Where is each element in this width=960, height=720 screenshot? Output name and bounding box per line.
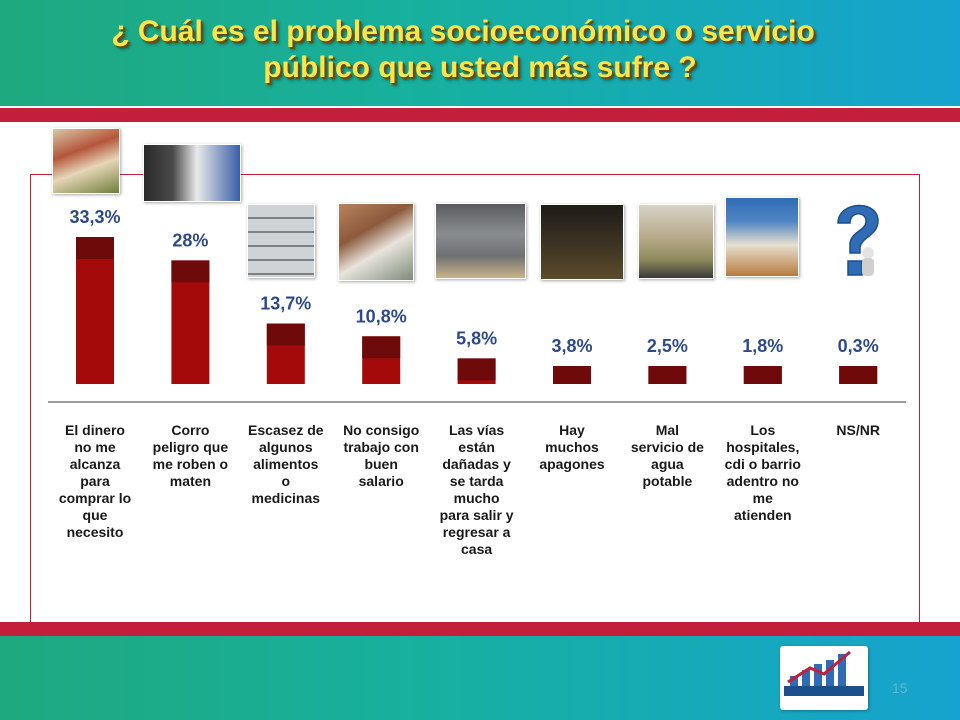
category-label-line: NS/NR (836, 422, 880, 438)
title-line-2: público que usted más sufre ? (263, 51, 697, 84)
bar-9 (839, 366, 878, 384)
category-label-line: que (82, 507, 108, 523)
value-label: 13,7% (260, 294, 311, 314)
bar-1 (76, 237, 114, 384)
category-label-line: para (80, 473, 110, 489)
photo-supermarket (52, 128, 120, 194)
header-red-stripe (0, 106, 960, 122)
bar-cap (553, 366, 591, 384)
bar-cap (648, 366, 687, 384)
bar-5 (457, 358, 496, 384)
category-label-line: salario (358, 473, 404, 489)
company-logo (780, 646, 868, 710)
bar-cap (457, 358, 496, 381)
category-label-line: alcanza (69, 456, 121, 472)
photo-damaged-road (435, 203, 526, 279)
value-label: 28% (172, 230, 208, 250)
category-label-line: necesito (66, 524, 124, 540)
bar-2 (171, 260, 210, 384)
category-label-line: me roben o (152, 456, 229, 472)
photo-hospital (725, 197, 799, 277)
photo-water (638, 204, 714, 279)
bar-cap (839, 366, 878, 384)
category-label-line: Mal (655, 422, 680, 438)
category-label-line: cdi o barrio (724, 456, 801, 472)
category-label-line: Escasez de (248, 422, 324, 438)
category-label-line: apagones (539, 456, 605, 472)
value-label: 0,3% (838, 336, 879, 356)
category-label-line: comprar lo (58, 490, 132, 506)
category-label-line: no me (74, 439, 116, 455)
category-label-line: No consigo (343, 422, 420, 438)
category-label-line: atienden (734, 507, 792, 523)
value-label: 33,3% (69, 207, 120, 227)
category-label: Mal servicio de agua potable (622, 422, 712, 490)
page-title: ¿ Cuál es el problema socioeconómico o s… (0, 14, 960, 86)
category-label: Escasez de algunos alimentos o medicinas (241, 422, 331, 507)
bar-body (76, 237, 114, 384)
value-label: 3,8% (551, 336, 592, 356)
bar-cap (362, 336, 401, 359)
category-label-line: hospitales, (726, 439, 800, 455)
photo-empty-shelves (247, 204, 315, 278)
bar-4 (362, 336, 401, 384)
category-label-line: El dinero (65, 422, 125, 438)
bar-cap (171, 260, 210, 283)
category-label-line: o (281, 473, 291, 489)
category-label: Los hospitales, cdi o barrio adentro no me at… (718, 422, 808, 524)
category-label: Hay muchos apagones (527, 422, 617, 473)
value-label: 10,8% (356, 306, 407, 326)
category-label-line: están (458, 439, 495, 455)
category-label: El dinero no me alcanza para comprar lo que ne… (50, 422, 140, 541)
bar-7 (648, 366, 687, 384)
value-label: 2,5% (647, 336, 688, 356)
bar-8 (743, 366, 782, 384)
category-label-line: muchos (545, 439, 599, 455)
category-label-line: se tarda (449, 473, 504, 489)
category-label-line: regresar a (442, 524, 511, 540)
category-label: No consigo trabajo con buen salario (336, 422, 426, 490)
category-label-line: me (752, 490, 773, 506)
page-number: 15 (892, 680, 908, 696)
category-label: Corro peligro que me roben o maten (145, 422, 235, 490)
category-label: Las vías están dañadas y se tarda mucho para … (432, 422, 522, 558)
category-label-line: maten (169, 473, 211, 489)
category-label-line: algunos (258, 439, 313, 455)
category-label-line: Corro (171, 422, 210, 438)
category-label-line: agua (651, 456, 684, 472)
category-label-line: alimentos (253, 456, 319, 472)
photo-robbery (143, 144, 241, 202)
bar-cap (266, 323, 305, 346)
value-label: 5,8% (456, 328, 497, 348)
category-label-line: Hay (559, 422, 585, 438)
category-label-line: dañadas y (442, 456, 511, 472)
photo-job-search (338, 203, 414, 281)
category-label-line: Las vías (448, 422, 505, 438)
category-label-line: medicinas (251, 490, 321, 506)
logo-mark (784, 650, 864, 696)
bar-6 (553, 366, 591, 384)
category-label-line: peligro que (152, 439, 229, 455)
category-label-line: casa (461, 541, 493, 557)
photo-question-mark (818, 191, 896, 285)
category-label-line: servicio de (630, 439, 704, 455)
photo-blackout (540, 204, 624, 280)
question-mark-icon (837, 204, 879, 276)
title-line-1: ¿ Cuál es el problema socioeconómico o s… (111, 15, 815, 48)
bar-3 (266, 323, 305, 384)
header-banner (0, 0, 960, 106)
value-label: 1,8% (742, 336, 783, 356)
category-label-line: adentro no (726, 473, 799, 489)
category-label-line: potable (642, 473, 693, 489)
category-label-line: mucho (453, 490, 500, 506)
category-label-line: buen (364, 456, 398, 472)
category-label-line: trabajo con (343, 439, 419, 455)
category-label-line: para salir y (439, 507, 514, 523)
category-label-line: Los (750, 422, 776, 438)
bar-cap (743, 366, 782, 384)
bar-cap (76, 237, 114, 259)
category-label: NS/NR (813, 422, 903, 439)
